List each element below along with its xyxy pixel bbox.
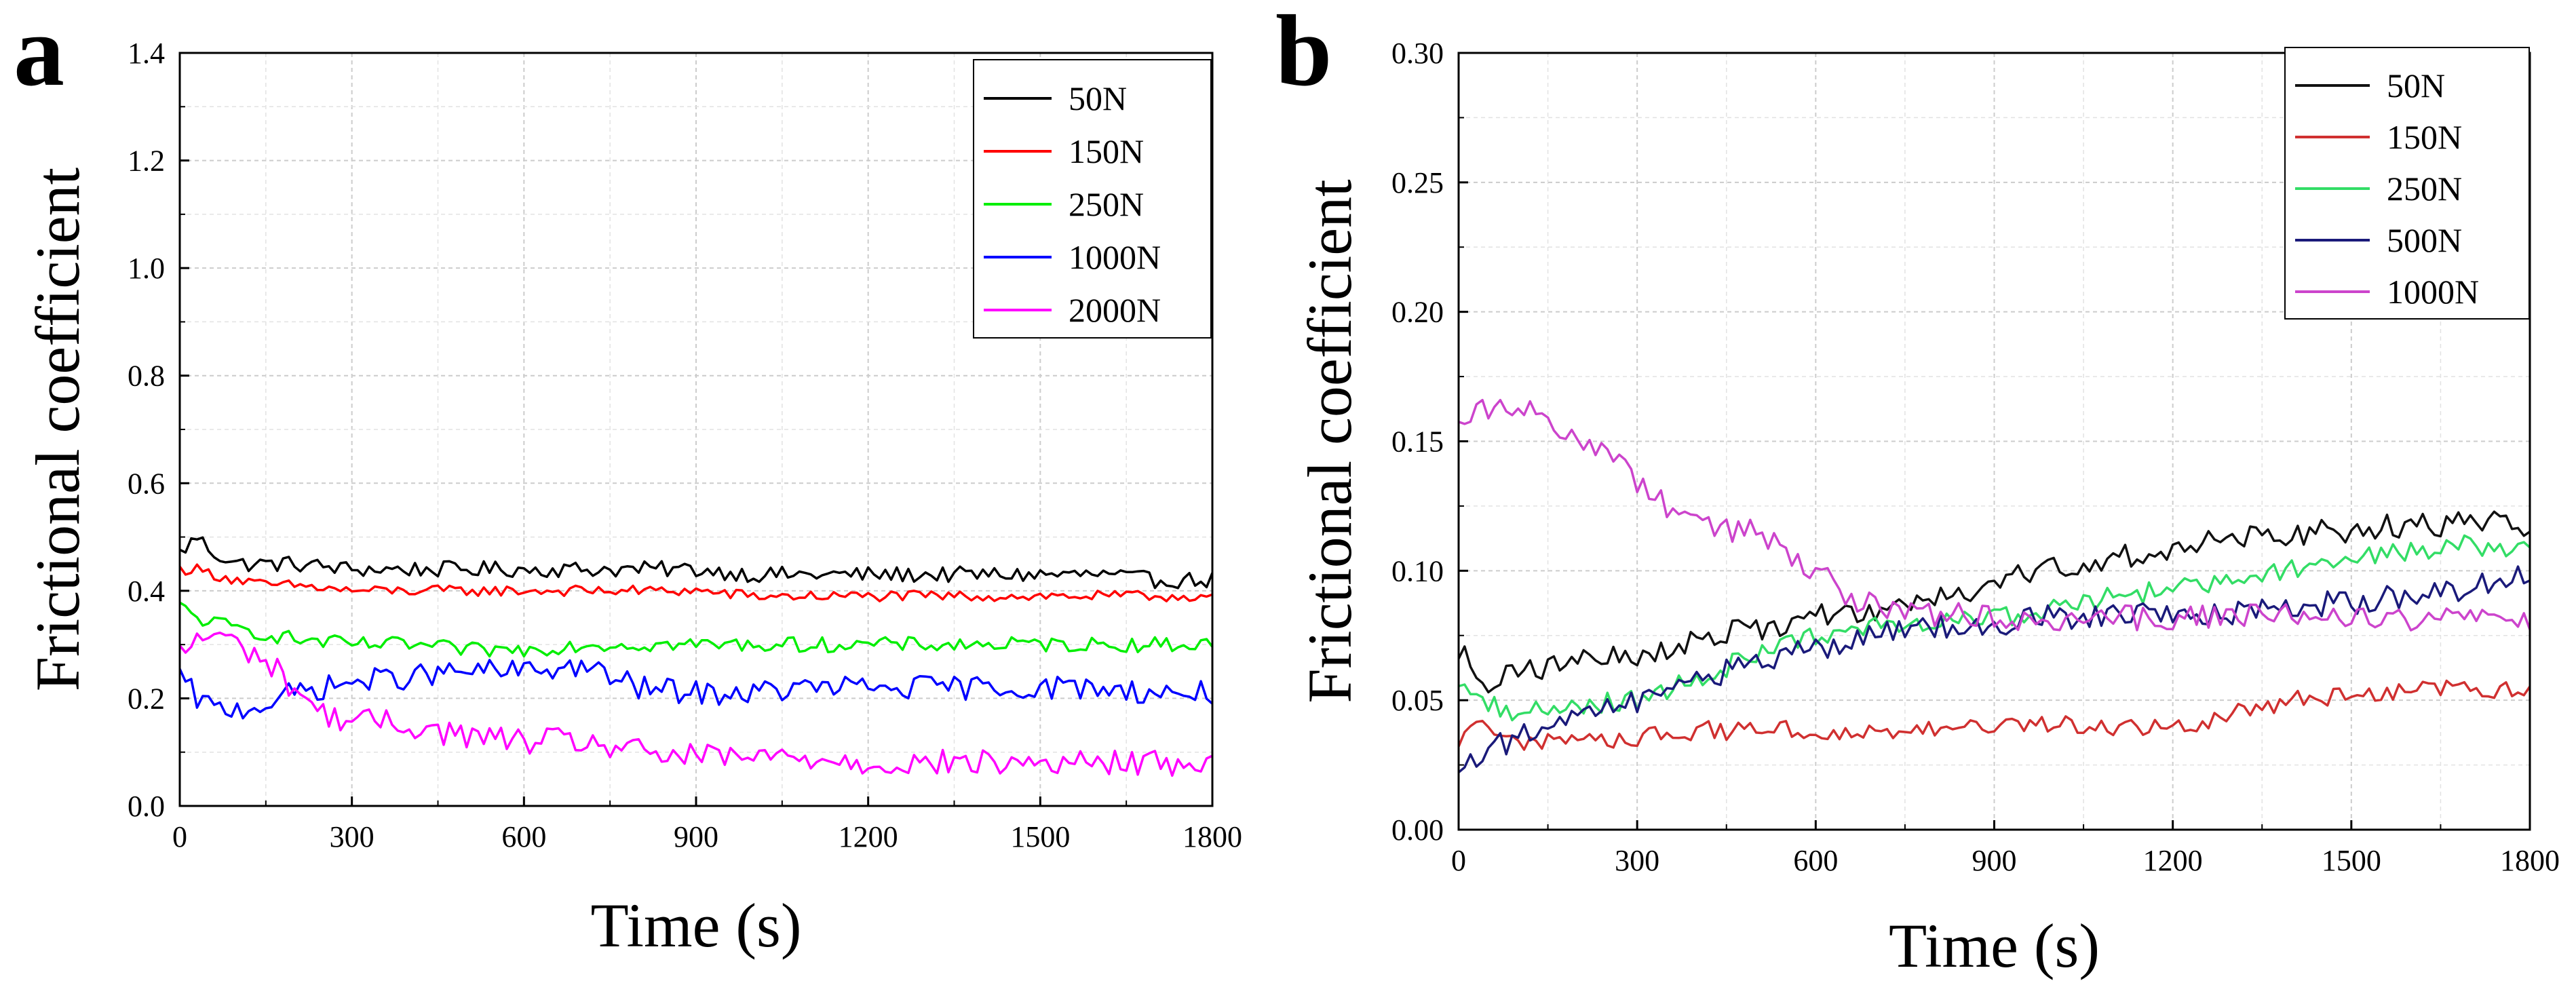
a-legend-label: 1000N bbox=[1069, 238, 1161, 276]
panel-b-y-axis-title: Frictional coefficient bbox=[1295, 179, 1364, 703]
series-line-a-150N bbox=[178, 563, 1213, 602]
panel-a-legend: 50N 150N 250N 1000N 2000N bbox=[973, 59, 1212, 339]
series-line-a-1000N bbox=[178, 659, 1214, 720]
a-y-tick-label: 0.4 bbox=[128, 575, 165, 608]
b-legend-label: 1000N bbox=[2387, 273, 2479, 311]
panel-a-series-group bbox=[178, 536, 1214, 777]
a-legend-label: 250N bbox=[1069, 185, 1144, 223]
panel-b-legend: 50N 150N 250N 500N 1000N bbox=[2284, 47, 2530, 320]
series-line-b-500N bbox=[1457, 565, 2531, 773]
a-y-tick-label: 0.0 bbox=[128, 790, 165, 823]
b-x-tick-label: 0 bbox=[1451, 844, 1466, 877]
a-y-tick-label: 0.6 bbox=[128, 467, 165, 500]
b-x-tick-label: 1200 bbox=[2143, 844, 2203, 877]
b-y-tick-label: 0.25 bbox=[1391, 166, 1444, 199]
a-legend-label: 50N bbox=[1069, 79, 1127, 117]
a-x-tick-label: 300 bbox=[330, 820, 374, 853]
b-y-tick-label: 0.15 bbox=[1391, 425, 1444, 459]
panel-a-letter: a bbox=[14, 0, 64, 107]
a-x-tick-label: 900 bbox=[674, 820, 718, 853]
panel-a: a 0 300 600 900 1200 1500 1800 0.0 0.2 0.4 0.6 0.8 1… bbox=[14, 0, 1242, 960]
panel-b: b 0 300 600 900 1200 1500 1800 0.00 0.05 0.10 0.15… bbox=[1275, 0, 2560, 980]
a-x-tick-label: 1500 bbox=[1010, 820, 1070, 853]
b-x-tick-label: 1800 bbox=[2500, 844, 2560, 877]
series-line-a-50N bbox=[179, 536, 1214, 590]
panel-b-series-group bbox=[1457, 398, 2531, 773]
b-x-tick-label: 600 bbox=[1793, 844, 1838, 877]
b-x-tick-label: 900 bbox=[1972, 844, 2017, 877]
series-line-b-1000N bbox=[1458, 398, 2531, 632]
a-y-tick-label: 0.8 bbox=[128, 360, 165, 393]
panel-b-letter: b bbox=[1275, 0, 1332, 107]
b-legend-label: 150N bbox=[2387, 118, 2462, 156]
a-y-tick-label: 1.2 bbox=[128, 144, 165, 178]
series-line-a-250N bbox=[179, 601, 1214, 658]
b-y-tick-label: 0.10 bbox=[1391, 554, 1444, 587]
panel-b-ticks: 0 300 600 900 1200 1500 1800 0.00 0.05 0.10 0.15 0.… bbox=[1391, 37, 2560, 877]
panel-a-ticks: 0 300 600 900 1200 1500 1800 0.0 0.2 0.4 0.6 0.8 1.0… bbox=[128, 37, 1242, 853]
a-x-tick-label: 1200 bbox=[839, 820, 898, 853]
series-line-b-150N bbox=[1457, 679, 2531, 751]
a-legend-box bbox=[973, 59, 1212, 339]
a-y-tick-label: 1.4 bbox=[128, 37, 165, 70]
b-legend-label: 50N bbox=[2387, 66, 2445, 104]
a-y-tick-label: 0.2 bbox=[128, 682, 165, 715]
b-legend-label: 250N bbox=[2387, 170, 2462, 208]
b-y-tick-label: 0.00 bbox=[1391, 813, 1444, 847]
a-x-tick-label: 600 bbox=[501, 820, 546, 853]
a-legend-label: 150N bbox=[1069, 132, 1144, 170]
series-line-a-2000N bbox=[178, 631, 1213, 777]
b-legend-label: 500N bbox=[2387, 221, 2462, 259]
b-y-tick-label: 0.20 bbox=[1391, 296, 1444, 329]
panel-a-x-axis-title: Time (s) bbox=[591, 891, 802, 960]
panel-a-y-axis-title: Frictional coefficient bbox=[23, 167, 92, 691]
a-x-tick-label: 0 bbox=[172, 820, 187, 853]
b-x-tick-label: 1500 bbox=[2322, 844, 2381, 877]
series-line-b-50N bbox=[1457, 510, 2531, 694]
panel-b-x-axis-title: Time (s) bbox=[1889, 911, 2100, 980]
a-legend-label: 2000N bbox=[1069, 291, 1161, 329]
b-x-tick-label: 300 bbox=[1615, 844, 1659, 877]
a-y-tick-label: 1.0 bbox=[128, 252, 165, 285]
b-y-tick-label: 0.30 bbox=[1391, 37, 1444, 70]
a-x-tick-label: 1800 bbox=[1183, 820, 1242, 853]
b-y-tick-label: 0.05 bbox=[1391, 684, 1444, 717]
b-legend-box bbox=[2284, 47, 2530, 320]
